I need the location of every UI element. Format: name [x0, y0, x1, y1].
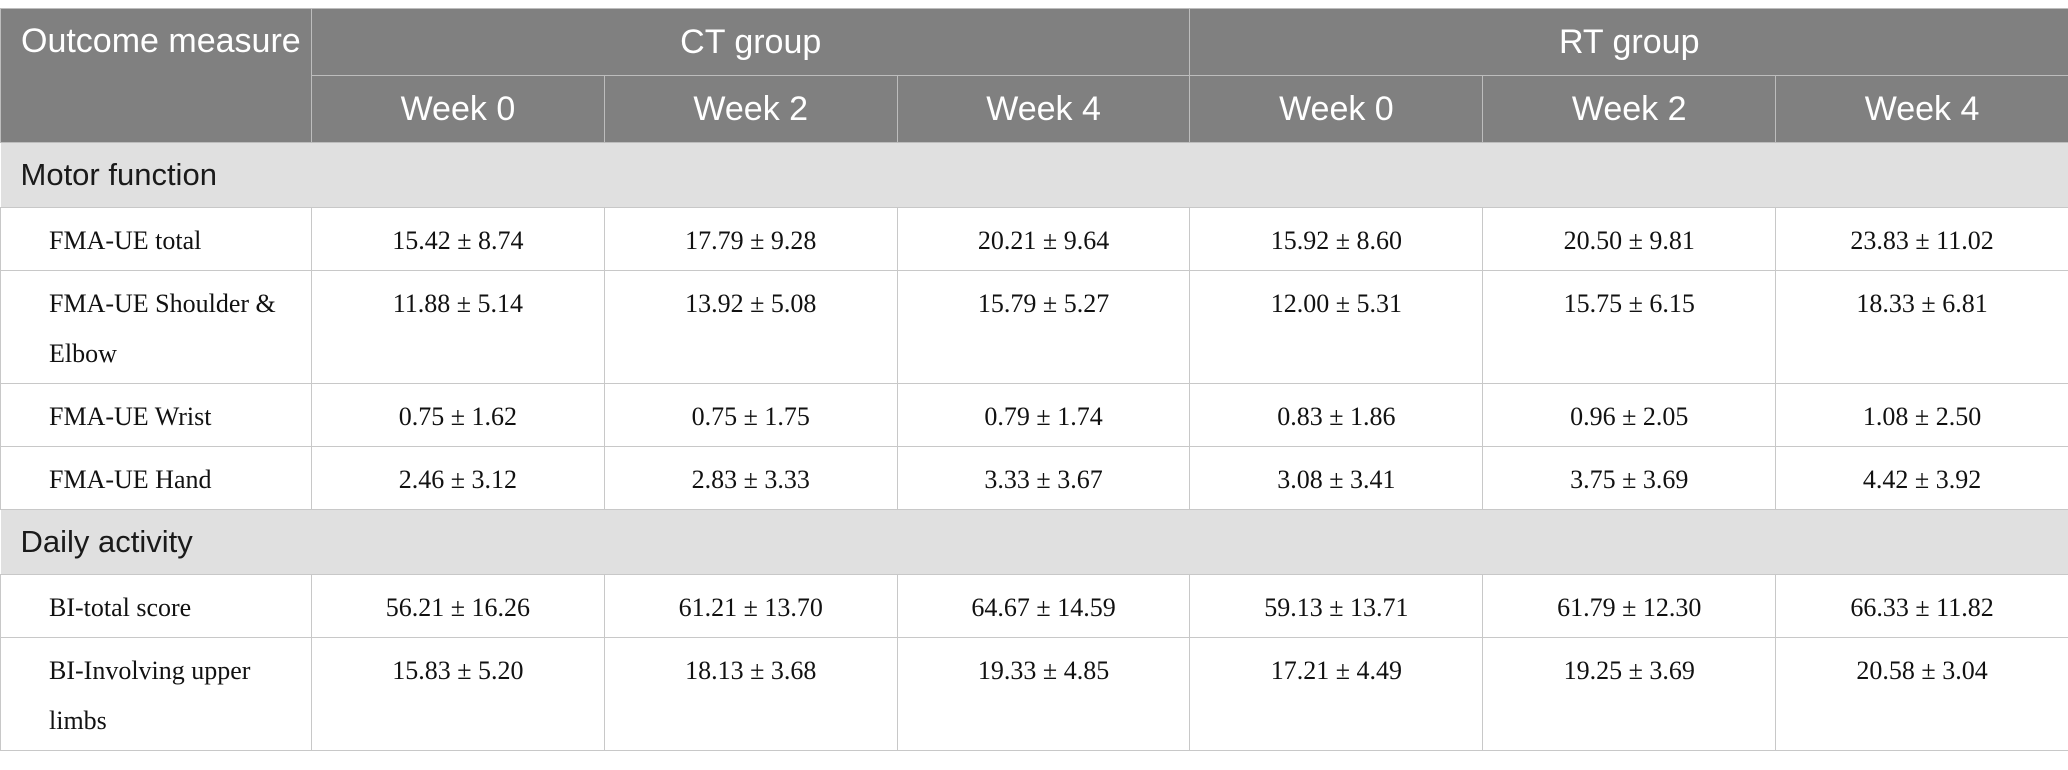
table-cell: 23.83 ± 11.02	[1776, 208, 2068, 271]
table-cell: 17.79 ± 9.28	[604, 208, 897, 271]
table-row: BI-total score 56.21 ± 16.26 61.21 ± 13.…	[1, 575, 2068, 638]
table-cell: 61.21 ± 13.70	[604, 575, 897, 638]
table-cell: 15.92 ± 8.60	[1190, 208, 1483, 271]
table-cell: 17.21 ± 4.49	[1190, 638, 1483, 751]
table-cell: 4.42 ± 3.92	[1776, 447, 2068, 510]
table-cell: 13.92 ± 5.08	[604, 271, 897, 384]
table-row: FMA-UE Shoulder & Elbow 11.88 ± 5.14 13.…	[1, 271, 2068, 384]
group-header-ct: CT group	[312, 9, 1190, 76]
week-header: Week 2	[1483, 76, 1776, 143]
table-cell: 3.75 ± 3.69	[1483, 447, 1776, 510]
week-header: Week 4	[1776, 76, 2068, 143]
table-cell: 20.50 ± 9.81	[1483, 208, 1776, 271]
table-cell: 61.79 ± 12.30	[1483, 575, 1776, 638]
table-cell: 59.13 ± 13.71	[1190, 575, 1483, 638]
table-row: FMA-UE Hand 2.46 ± 3.12 2.83 ± 3.33 3.33…	[1, 447, 2068, 510]
row-label: FMA-UE Wrist	[1, 384, 312, 447]
table-cell: 15.75 ± 6.15	[1483, 271, 1776, 384]
table-cell: 19.25 ± 3.69	[1483, 638, 1776, 751]
section-row-daily-activity: Daily activity	[1, 510, 2068, 575]
table-cell: 3.33 ± 3.67	[897, 447, 1190, 510]
week-header: Week 2	[604, 76, 897, 143]
table-cell: 18.13 ± 3.68	[604, 638, 897, 751]
outcomes-table: Outcome measure CT group RT group Week 0…	[0, 8, 2068, 751]
table-cell: 11.88 ± 5.14	[312, 271, 605, 384]
table-row: BI-Involving upper limbs 15.83 ± 5.20 18…	[1, 638, 2068, 751]
table-row: FMA-UE total 15.42 ± 8.74 17.79 ± 9.28 2…	[1, 208, 2068, 271]
group-header-rt: RT group	[1190, 9, 2068, 76]
week-header: Week 0	[1190, 76, 1483, 143]
week-header: Week 0	[312, 76, 605, 143]
week-header: Week 4	[897, 76, 1190, 143]
table-cell: 56.21 ± 16.26	[312, 575, 605, 638]
table-cell: 15.79 ± 5.27	[897, 271, 1190, 384]
row-label: FMA-UE Shoulder & Elbow	[1, 271, 312, 384]
table-cell: 15.42 ± 8.74	[312, 208, 605, 271]
corner-header: Outcome measure	[1, 9, 312, 143]
section-row-motor-function: Motor function	[1, 143, 2068, 208]
table-cell: 19.33 ± 4.85	[897, 638, 1190, 751]
table-cell: 66.33 ± 11.82	[1776, 575, 2068, 638]
table-cell: 0.96 ± 2.05	[1483, 384, 1776, 447]
row-label: BI-total score	[1, 575, 312, 638]
table-cell: 64.67 ± 14.59	[897, 575, 1190, 638]
section-title: Daily activity	[1, 510, 2068, 575]
table-cell: 3.08 ± 3.41	[1190, 447, 1483, 510]
table-cell: 18.33 ± 6.81	[1776, 271, 2068, 384]
table-cell: 12.00 ± 5.31	[1190, 271, 1483, 384]
table-cell: 15.83 ± 5.20	[312, 638, 605, 751]
row-label: BI-Involving upper limbs	[1, 638, 312, 751]
table-cell: 2.46 ± 3.12	[312, 447, 605, 510]
table-cell: 0.75 ± 1.75	[604, 384, 897, 447]
table-cell: 0.75 ± 1.62	[312, 384, 605, 447]
table-cell: 20.58 ± 3.04	[1776, 638, 2068, 751]
table-cell: 0.79 ± 1.74	[897, 384, 1190, 447]
table-cell: 2.83 ± 3.33	[604, 447, 897, 510]
table-cell: 0.83 ± 1.86	[1190, 384, 1483, 447]
table-cell: 20.21 ± 9.64	[897, 208, 1190, 271]
row-label: FMA-UE Hand	[1, 447, 312, 510]
row-label: FMA-UE total	[1, 208, 312, 271]
table-cell: 1.08 ± 2.50	[1776, 384, 2068, 447]
table-row: FMA-UE Wrist 0.75 ± 1.62 0.75 ± 1.75 0.7…	[1, 384, 2068, 447]
section-title: Motor function	[1, 143, 2068, 208]
